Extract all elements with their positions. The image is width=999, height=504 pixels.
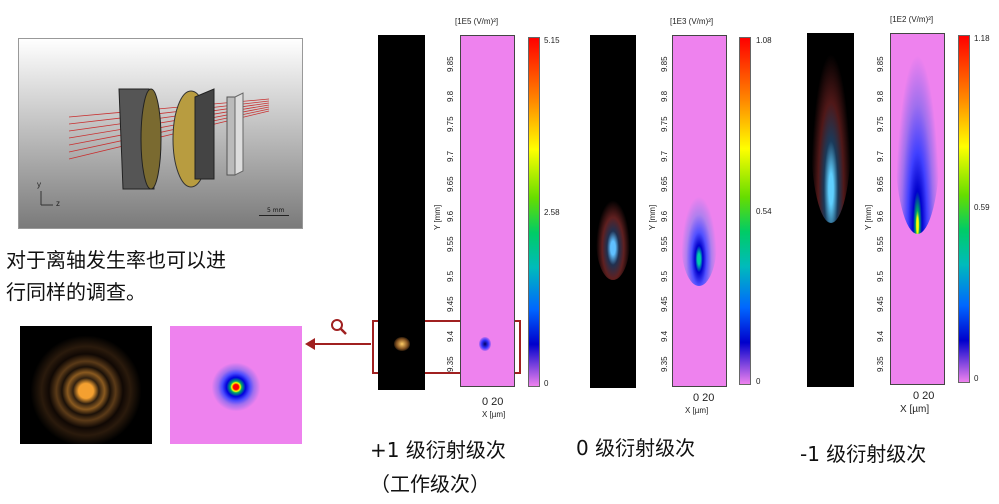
x-axis-label-3: X [µm]	[900, 404, 930, 415]
x-ticks-1: 0 20	[482, 396, 504, 408]
highlight-box	[372, 320, 521, 374]
colorbar-3	[958, 35, 970, 383]
field-map-order-plus1	[460, 35, 515, 387]
colorbar-2	[739, 37, 751, 385]
y-axis-label-1: Y [mm]	[433, 204, 442, 230]
caption-order-minus1: -1 级衍射级次	[800, 442, 927, 466]
colorbar-min-2: 0	[756, 377, 761, 386]
x-axis-label-1: X [µm]	[482, 410, 506, 419]
colorbar-1	[528, 37, 540, 387]
unit-label-3: [1E2 (V/m)²]	[890, 15, 934, 24]
caption-order-0: 0 级衍射级次	[576, 436, 696, 460]
cad-render: y z 5 mm	[18, 38, 303, 229]
detector-image-order-0	[590, 35, 636, 388]
y-axis-label-3: Y [mm]	[864, 204, 873, 230]
unit-label-1: [1E5 (V/m)²]	[455, 17, 499, 26]
axis-z-label: z	[56, 199, 60, 208]
colorbar-min-3: 0	[974, 374, 979, 383]
unit-label-2: [1E3 (V/m)²]	[670, 17, 714, 26]
description-line-2: 行同样的调查。	[6, 280, 146, 304]
colorbar-mid-3: 0.59	[974, 203, 990, 212]
caption-order-plus1: +1 级衍射级次	[370, 438, 506, 462]
optical-system-diagram	[40, 88, 270, 206]
x-axis-label-2: X [µm]	[685, 406, 709, 415]
axis-y-label: y	[37, 180, 41, 189]
zoom-field-map	[170, 326, 302, 444]
y-axis-label-2: Y [mm]	[648, 204, 657, 230]
scale-bar-label: 5 mm	[267, 207, 285, 214]
colorbar-max-1: 5.15	[544, 36, 560, 45]
caption-working-order: （工作级次）	[370, 472, 490, 496]
magnify-icon	[331, 319, 347, 335]
arrow-left-icon	[305, 338, 371, 350]
colorbar-mid-2: 0.54	[756, 207, 772, 216]
description-line-1: 对于离轴发生率也可以进	[6, 248, 226, 272]
x-ticks-3: 0 20	[913, 390, 935, 402]
detector-image-order-minus1	[807, 33, 854, 387]
detector-image-order-plus1	[378, 35, 425, 390]
colorbar-mid-1: 2.58	[544, 208, 560, 217]
zoom-detector-image	[20, 326, 152, 444]
colorbar-min-1: 0	[544, 379, 549, 388]
field-map-order-0	[672, 35, 727, 387]
x-ticks-2: 0 20	[693, 392, 715, 404]
colorbar-max-2: 1.08	[756, 36, 772, 45]
field-map-order-minus1	[890, 33, 945, 385]
colorbar-max-3: 1.18	[974, 34, 990, 43]
scale-bar	[259, 215, 289, 216]
